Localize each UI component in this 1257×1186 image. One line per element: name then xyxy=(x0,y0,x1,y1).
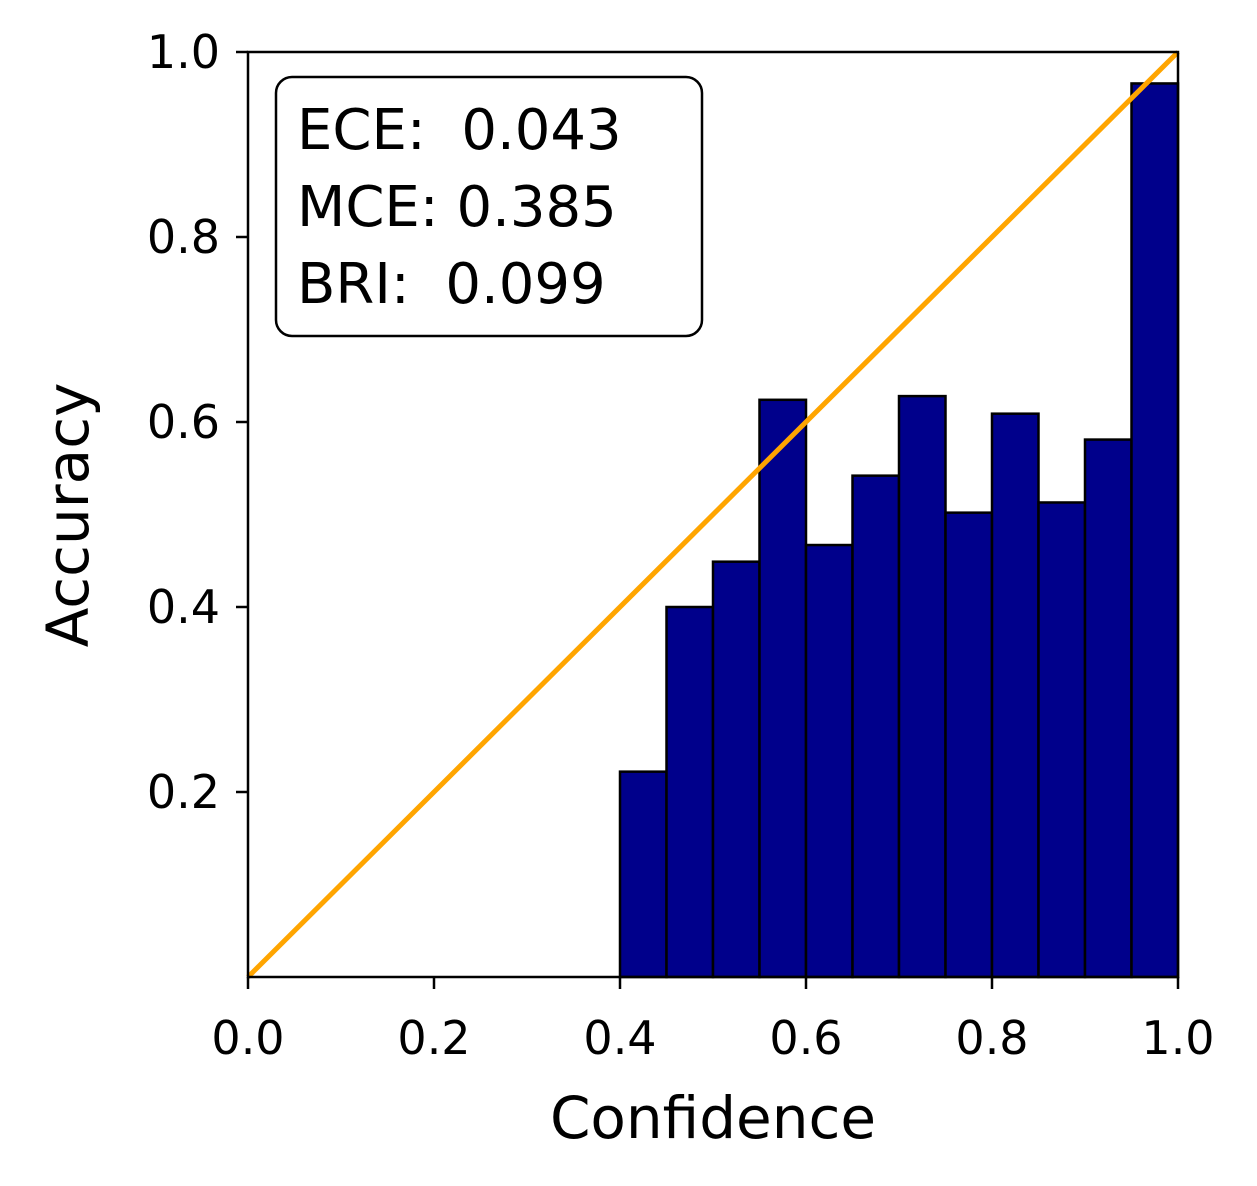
x-tick-label-2: 0.4 xyxy=(583,1011,656,1065)
metrics-box-frame xyxy=(274,75,704,338)
x-tick-label-0: 0.0 xyxy=(211,1011,284,1065)
x-tick-label-1: 0.2 xyxy=(397,1011,470,1065)
y-tick-label-4: 1.0 xyxy=(147,25,220,79)
accuracy-bar-9 xyxy=(1037,501,1087,979)
x-axis-label: Confidence xyxy=(550,1084,876,1152)
bar-group xyxy=(618,82,1180,979)
accuracy-bar-6 xyxy=(897,394,947,979)
metric-ece: ECE: 0.043 xyxy=(297,98,622,163)
perfect-calibration-line xyxy=(246,50,1180,979)
y-tick-label-2: 0.6 xyxy=(147,395,220,449)
y-axis-label: Accuracy xyxy=(34,383,102,648)
metrics-box: ECE: 0.043 MCE: 0.385 BRI: 0.099 xyxy=(274,75,704,338)
accuracy-bar-5 xyxy=(851,474,901,979)
accuracy-bar-8 xyxy=(990,412,1040,979)
metric-bri: BRI: 0.099 xyxy=(297,252,606,317)
x-tick-label-4: 0.8 xyxy=(955,1011,1028,1065)
accuracy-bar-2 xyxy=(711,560,761,979)
accuracy-bar-0 xyxy=(618,770,668,979)
x-tick-label-3: 0.6 xyxy=(769,1011,842,1065)
metric-mce: MCE: 0.385 xyxy=(297,175,617,240)
accuracy-bar-10 xyxy=(1083,438,1133,979)
x-tick-label-5: 1.0 xyxy=(1141,1011,1214,1065)
y-tick-label-1: 0.4 xyxy=(147,580,220,634)
accuracy-bar-4 xyxy=(804,543,854,979)
y-axis-ticks: 0.2 0.4 0.6 0.8 1.0 xyxy=(147,25,248,819)
x-axis-ticks: 0.0 0.2 0.4 0.6 0.8 1.0 xyxy=(211,977,1215,1065)
plot-frame xyxy=(246,50,1180,979)
accuracy-bar-11 xyxy=(1130,82,1180,979)
accuracy-bar-3 xyxy=(758,398,808,979)
accuracy-bar-7 xyxy=(944,511,994,979)
accuracy-bar-1 xyxy=(665,605,715,979)
y-tick-label-0: 0.2 xyxy=(147,765,220,819)
y-tick-label-3: 0.8 xyxy=(147,210,220,264)
